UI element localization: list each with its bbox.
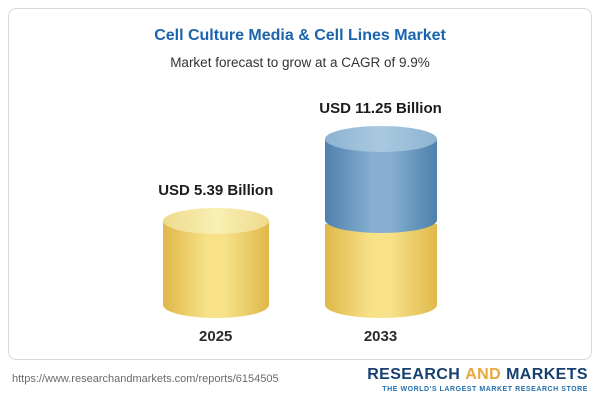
- bar-2025-body: [162, 221, 269, 318]
- bar-2033-top-segment: [324, 139, 437, 233]
- logo-word-research: RESEARCH: [367, 365, 461, 383]
- footer: https://www.researchandmarkets.com/repor…: [0, 362, 600, 400]
- bar-2025: [162, 208, 269, 318]
- logo-word-markets: MARKETS: [506, 365, 588, 383]
- bar-2025-top: [162, 208, 269, 234]
- value-label-2025: USD 5.39 Billion: [158, 182, 274, 199]
- bar-2033: [324, 126, 437, 318]
- value-label-2033: USD 11.25 Billion: [319, 100, 442, 117]
- x-label-2025: 2025: [199, 328, 233, 345]
- bar-2033-top: [324, 126, 437, 152]
- bar-chart: USD 5.39 Billion 2025 USD 11.25 Billion …: [9, 70, 591, 359]
- chart-card: Cell Culture Media & Cell Lines Market M…: [8, 8, 592, 360]
- logo-tagline: THE WORLD'S LARGEST MARKET RESEARCH STOR…: [382, 385, 588, 393]
- bar-group-2025: USD 5.39 Billion 2025: [158, 182, 273, 345]
- logo-wordmark: RESEARCH AND MARKETS: [367, 366, 588, 384]
- logo-word-and: AND: [465, 365, 502, 383]
- chart-subtitle: Market forecast to grow at a CAGR of 9.9…: [170, 55, 430, 70]
- x-label-2033: 2033: [363, 328, 398, 345]
- chart-title: Cell Culture Media & Cell Lines Market: [154, 27, 446, 44]
- report-url-link[interactable]: https://www.researchandmarkets.com/repor…: [12, 373, 279, 385]
- bar-group-2033: USD 11.25 Billion 2033: [319, 100, 442, 345]
- bar-2033-bottom-segment: [324, 224, 437, 318]
- research-and-markets-logo: RESEARCH AND MARKETS THE WORLD'S LARGEST…: [367, 366, 588, 393]
